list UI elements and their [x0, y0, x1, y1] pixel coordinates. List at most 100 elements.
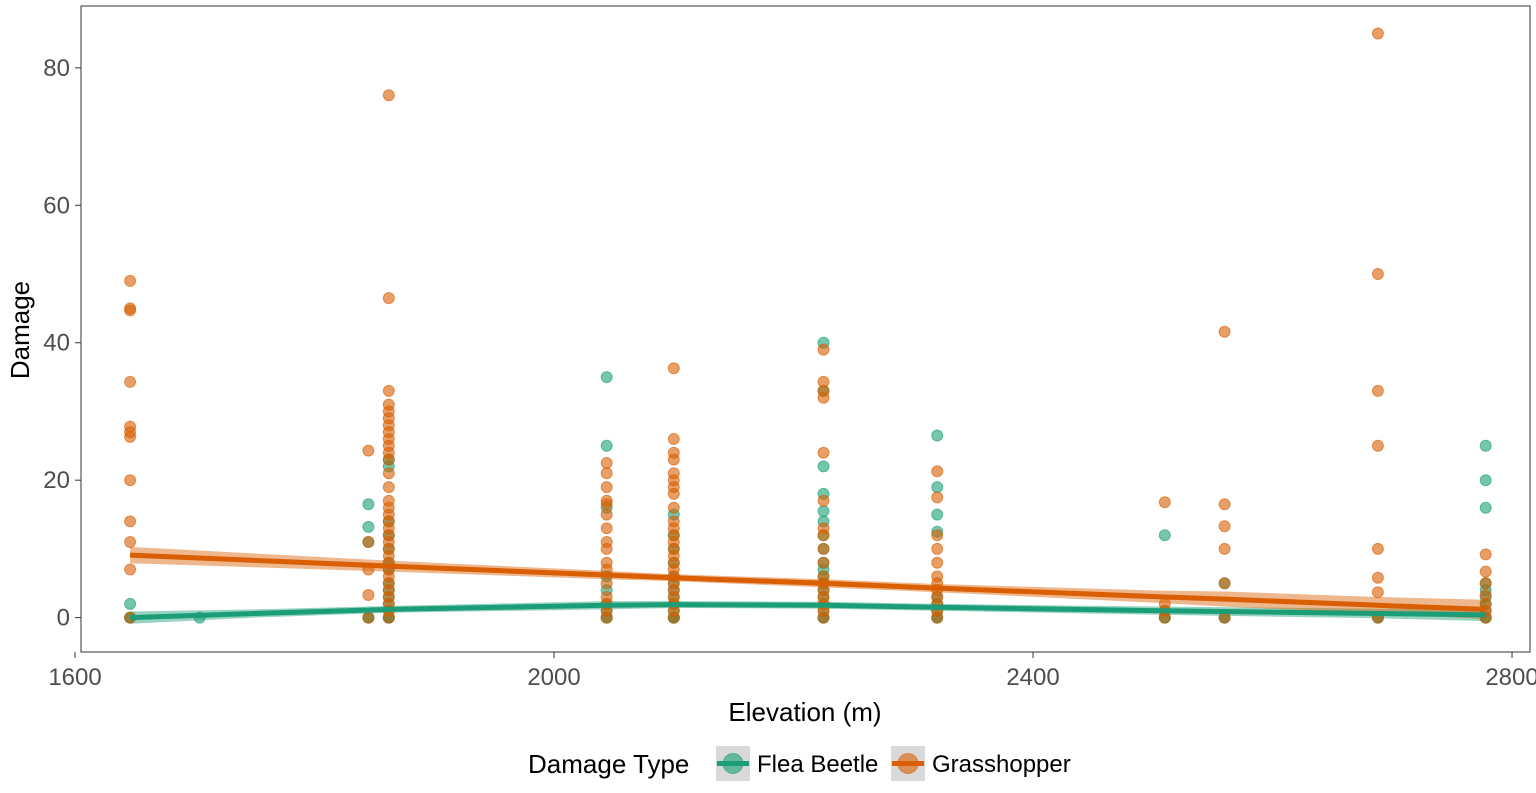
- point-grasshopper: [124, 563, 137, 576]
- point-flea-beetle: [931, 429, 944, 442]
- point-grasshopper: [931, 556, 944, 569]
- point-grasshopper: [667, 362, 680, 375]
- y-axis-title: Damage: [5, 281, 35, 379]
- point-grasshopper: [382, 398, 395, 411]
- point-grasshopper: [1158, 597, 1171, 610]
- point-grasshopper: [600, 536, 613, 548]
- point-grasshopper: [817, 343, 830, 356]
- point-grasshopper: [124, 515, 137, 528]
- point-flea-beetle: [600, 439, 613, 452]
- point-flea-beetle: [817, 505, 830, 518]
- point-grasshopper: [1371, 571, 1384, 584]
- point-grasshopper: [1479, 565, 1492, 578]
- point-grasshopper: [382, 89, 395, 102]
- point-grasshopper: [124, 420, 137, 433]
- y-tick-label: 60: [43, 192, 70, 219]
- point-grasshopper: [124, 474, 137, 487]
- legend-key-grasshopper-point: [897, 753, 919, 774]
- point-grasshopper: [667, 446, 680, 459]
- x-tick-label: 1600: [48, 664, 101, 691]
- legend: Damage Type Flea Beetle Grasshopper: [528, 746, 1071, 781]
- point-flea-beetle: [1479, 501, 1492, 514]
- point-grasshopper: [931, 570, 944, 583]
- x-tick-label: 2000: [527, 664, 580, 691]
- point-grasshopper: [124, 536, 137, 548]
- legend-label-grasshopper: Grasshopper: [932, 751, 1071, 778]
- point-grasshopper: [817, 375, 830, 388]
- x-axis-title: Elevation (m): [728, 697, 881, 727]
- point-grasshopper: [1479, 548, 1492, 561]
- point-flea-beetle: [362, 520, 375, 533]
- point-flea-beetle: [931, 508, 944, 521]
- point-grasshopper: [931, 529, 944, 542]
- trend-line-grasshopper: [129, 552, 1486, 612]
- point-grasshopper: [382, 467, 395, 480]
- y-tick-label: 20: [43, 467, 70, 494]
- trend-lines: [129, 552, 1486, 621]
- point-grasshopper: [600, 494, 613, 507]
- point-grasshopper: [382, 292, 395, 305]
- point-grasshopper: [124, 302, 137, 315]
- point-grasshopper: [362, 611, 375, 624]
- point-grasshopper: [1218, 542, 1231, 555]
- point-flea-beetle: [1479, 439, 1492, 452]
- point-grasshopper: [1218, 498, 1231, 511]
- point-grasshopper: [667, 433, 680, 445]
- point-grasshopper: [600, 556, 613, 569]
- point-grasshopper: [362, 536, 375, 548]
- point-grasshopper: [600, 508, 613, 521]
- point-grasshopper: [1371, 586, 1384, 599]
- point-flea-beetle: [817, 460, 830, 473]
- y-tick-label: 80: [43, 55, 70, 82]
- point-grasshopper: [1371, 384, 1384, 397]
- point-flea-beetle: [931, 481, 944, 494]
- point-grasshopper: [1158, 496, 1171, 509]
- point-flea-beetle: [1158, 529, 1171, 542]
- point-grasshopper: [124, 375, 137, 388]
- point-grasshopper: [1371, 27, 1384, 40]
- point-grasshopper: [600, 591, 613, 603]
- data-points: [124, 27, 1492, 624]
- point-grasshopper: [600, 577, 613, 590]
- point-grasshopper: [1218, 520, 1231, 533]
- point-grasshopper: [1371, 542, 1384, 555]
- legend-item-flea-beetle: Flea Beetle: [716, 746, 878, 781]
- point-grasshopper: [667, 501, 680, 514]
- point-grasshopper: [362, 589, 375, 601]
- point-grasshopper: [1371, 268, 1384, 280]
- point-grasshopper: [1371, 439, 1384, 452]
- x-tick-label: 2800: [1485, 664, 1536, 691]
- point-grasshopper: [817, 556, 830, 569]
- point-grasshopper: [600, 467, 613, 480]
- point-grasshopper: [1479, 589, 1492, 601]
- point-grasshopper: [931, 542, 944, 555]
- x-tick-label: 2400: [1006, 664, 1059, 691]
- point-grasshopper: [124, 274, 137, 287]
- point-grasshopper: [382, 481, 395, 494]
- point-grasshopper: [817, 542, 830, 555]
- point-grasshopper: [362, 444, 375, 457]
- legend-key-flea-beetle-point: [722, 753, 744, 774]
- point-grasshopper: [600, 481, 613, 494]
- y-tick-label: 40: [43, 330, 70, 357]
- point-grasshopper: [817, 570, 830, 583]
- legend-title: Damage Type: [528, 749, 689, 779]
- point-grasshopper: [931, 465, 944, 478]
- point-flea-beetle: [1479, 474, 1492, 487]
- legend-label-flea-beetle: Flea Beetle: [757, 751, 878, 778]
- axes: 1600 2000 2400 2800 0 20 40 60 80: [43, 55, 1536, 691]
- point-flea-beetle: [124, 597, 137, 610]
- point-grasshopper: [600, 457, 613, 469]
- legend-item-grasshopper: Grasshopper: [891, 746, 1071, 781]
- point-grasshopper: [382, 494, 395, 507]
- plot-panel-border: [80, 5, 1531, 653]
- point-grasshopper: [931, 491, 944, 504]
- point-flea-beetle: [362, 498, 375, 511]
- trend-line-flea-beetle: [130, 602, 1486, 621]
- point-grasshopper: [817, 522, 830, 535]
- point-grasshopper: [817, 446, 830, 459]
- point-flea-beetle: [600, 371, 613, 384]
- point-grasshopper: [1479, 577, 1492, 590]
- y-tick-label: 0: [57, 605, 70, 632]
